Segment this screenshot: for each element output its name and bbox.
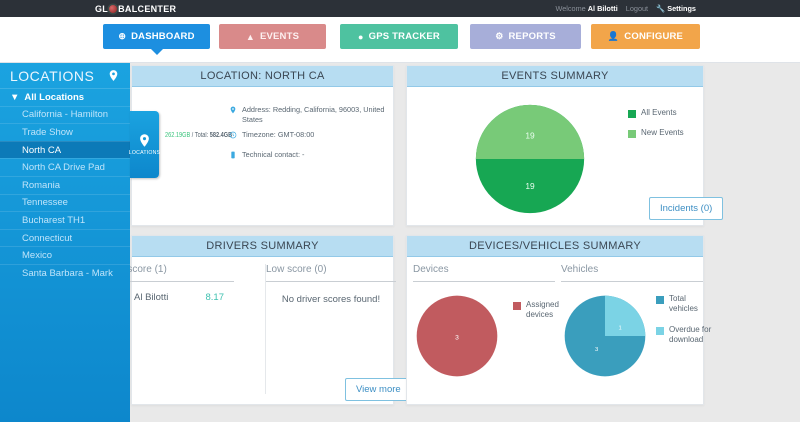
svg-text:19: 19	[525, 181, 535, 191]
svg-text:3: 3	[455, 334, 459, 341]
svg-text:1: 1	[618, 325, 621, 331]
svg-text:3: 3	[595, 347, 598, 353]
svg-text:19: 19	[525, 130, 535, 140]
